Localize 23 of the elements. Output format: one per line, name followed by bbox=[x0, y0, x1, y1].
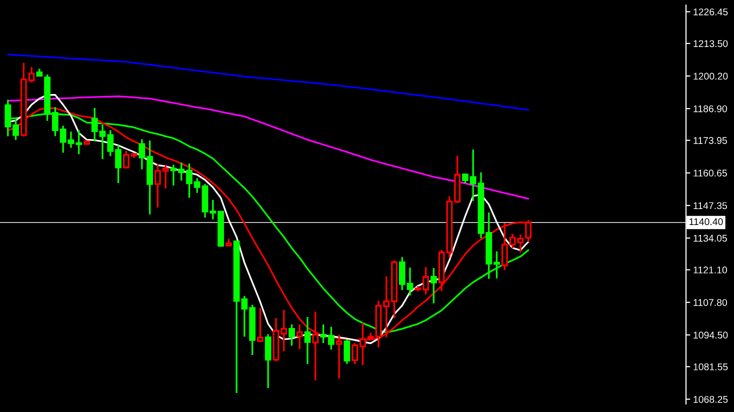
y-tick-label: 1121.10 bbox=[694, 266, 727, 274]
candlestick bbox=[430, 267, 437, 304]
y-tick-label: 1081.55 bbox=[694, 363, 728, 370]
candlestick bbox=[304, 316, 311, 365]
line-series bbox=[7, 54, 530, 111]
y-tick-label: 1213.50 bbox=[694, 40, 728, 48]
y-tick-label: 1160.65 bbox=[694, 170, 727, 177]
y-tick-label: 1147.35 bbox=[694, 202, 727, 210]
y-tick-label: 1186.90 bbox=[694, 105, 727, 112]
candlestick bbox=[344, 338, 350, 365]
y-tick-label: 1173.95 bbox=[694, 137, 727, 144]
y-tick-label: 1094.50 bbox=[694, 332, 728, 339]
y-tick-label: 1068.25 bbox=[694, 396, 728, 403]
candlestick bbox=[264, 333, 272, 389]
y-tick-label: 1226.45 bbox=[694, 8, 728, 16]
y-tick-label: 1107.80 bbox=[694, 299, 727, 306]
candlestick bbox=[296, 324, 303, 350]
ref-line-label: 1140.40 bbox=[690, 218, 723, 226]
line-series bbox=[7, 96, 530, 200]
candlestick bbox=[288, 324, 295, 347]
y-tick-label: 1134.05 bbox=[694, 234, 727, 242]
candlestick bbox=[257, 307, 264, 344]
y-tick-label: 1200.20 bbox=[694, 72, 728, 80]
